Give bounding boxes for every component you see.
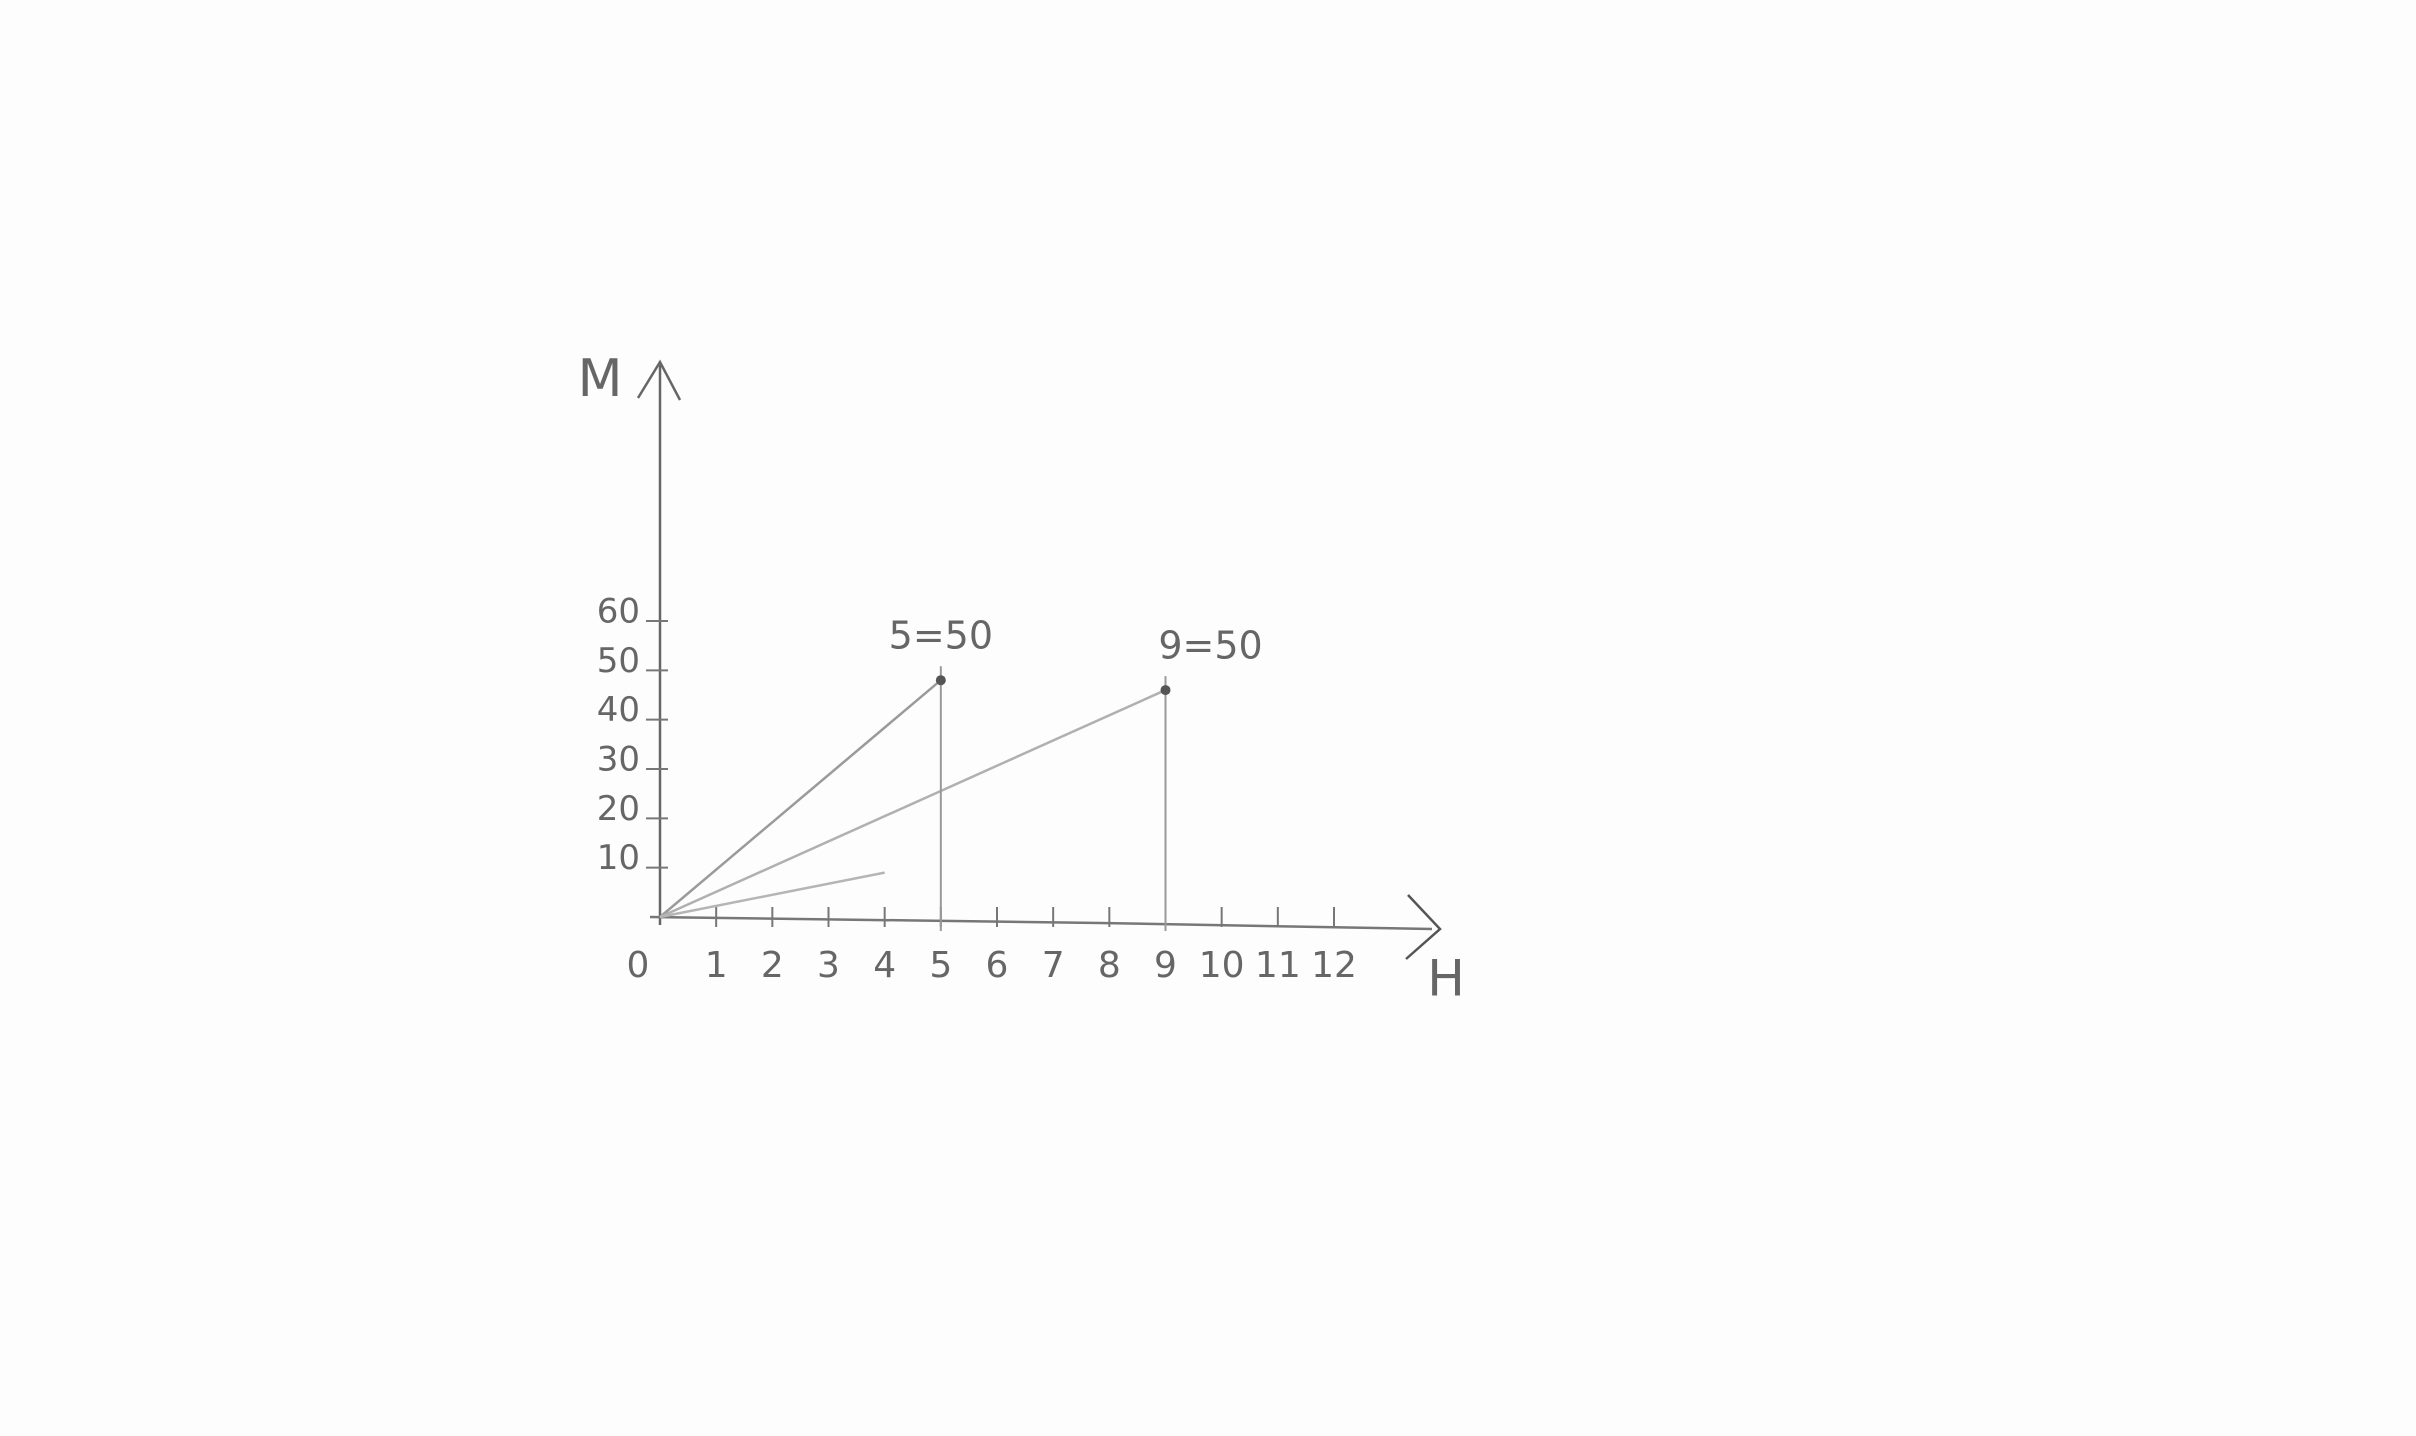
x-tick-label: 7 <box>1042 945 1065 986</box>
series-line <box>659 688 1167 919</box>
series-line <box>659 679 942 918</box>
x-tick-label: 0 <box>627 945 650 986</box>
series-line <box>659 871 885 919</box>
x-tick-label: 10 <box>1199 945 1245 986</box>
y-tick-label: 60 <box>597 592 640 632</box>
y-tick-label: 20 <box>597 789 640 829</box>
x-tick-label: 6 <box>986 945 1009 986</box>
x-tick-label: 1 <box>705 945 728 986</box>
x-tick-label: 3 <box>817 945 840 986</box>
x-axis <box>649 915 1433 931</box>
x-tick-label: 11 <box>1255 945 1301 986</box>
y-axis-arrow <box>636 359 682 401</box>
y-tick-label: 30 <box>597 740 640 780</box>
x-tick-label: 5 <box>929 945 952 986</box>
x-tick-label: 8 <box>1098 945 1121 986</box>
x-axis-arrow <box>1405 894 1442 960</box>
point <box>935 675 946 686</box>
y-axis-label: M <box>578 349 623 409</box>
point <box>1160 685 1171 696</box>
annotation: 9=50 <box>1158 624 1262 668</box>
y-tick-label: 50 <box>597 641 640 681</box>
x-tick-label: 4 <box>873 945 896 986</box>
y-tick-label: 40 <box>597 690 640 730</box>
annotation: 5=50 <box>889 614 993 658</box>
y-tick-label: 10 <box>597 838 640 878</box>
x-axis-label: H <box>1427 950 1465 1008</box>
x-tick-label: 2 <box>761 945 784 986</box>
x-tick-label: 12 <box>1311 945 1357 986</box>
x-tick-label: 9 <box>1154 945 1177 986</box>
